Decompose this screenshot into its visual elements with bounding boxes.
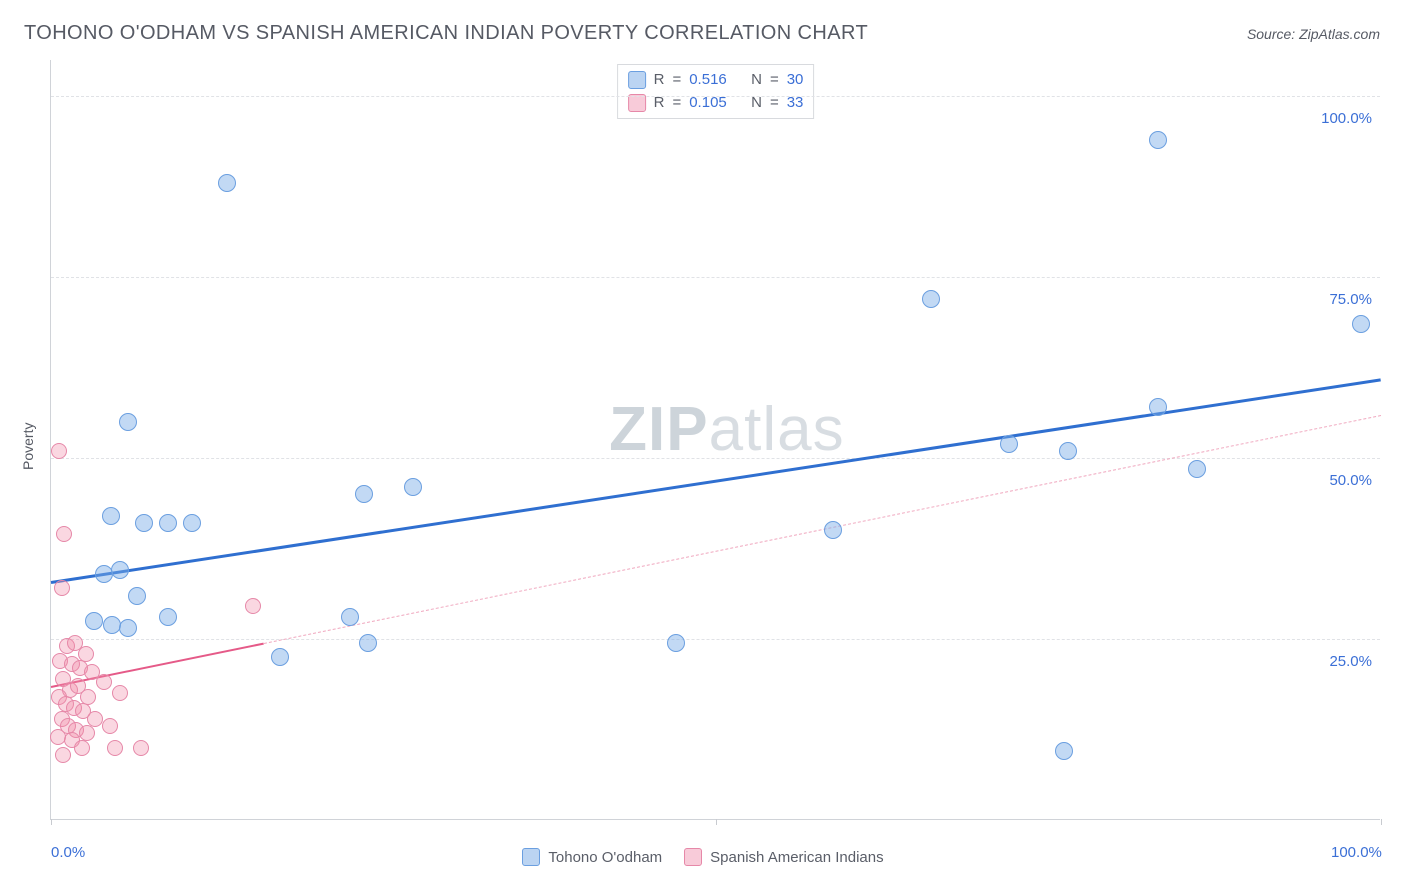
data-point-blue [1055,742,1073,760]
stat-N-label: N [751,69,762,92]
regression-line-pink [264,415,1381,644]
data-point-pink [56,526,72,542]
data-point-blue [824,521,842,539]
data-point-blue [404,478,422,496]
series-legend: Tohono O'odham Spanish American Indians [0,848,1406,866]
data-point-pink [107,740,123,756]
data-point-pink [55,747,71,763]
data-point-blue [1149,398,1167,416]
swatch-pink-icon [684,848,702,866]
data-point-blue [341,608,359,626]
source-label: Source: ZipAtlas.com [1247,26,1380,42]
watermark: ZIPatlas [609,394,844,465]
stats-row-blue: R = 0.516 N = 30 [628,69,804,92]
stat-R-label: R [654,92,665,115]
data-point-blue [922,290,940,308]
stat-eq: = [672,92,681,115]
swatch-blue-icon [522,848,540,866]
data-point-blue [1188,460,1206,478]
stat-R-blue: 0.516 [689,69,727,92]
data-point-blue [103,616,121,634]
watermark-zip: ZIP [609,395,708,464]
data-point-blue [183,514,201,532]
stat-eq: = [672,69,681,92]
stat-N-pink: 33 [787,92,804,115]
data-point-blue [359,634,377,652]
correlation-stats-box: R = 0.516 N = 30 R = 0.105 N = 33 [617,64,815,119]
legend-label-blue: Tohono O'odham [548,849,662,866]
data-point-blue [271,648,289,666]
gridline [51,277,1380,278]
data-point-blue [355,485,373,503]
stat-N-blue: 30 [787,69,804,92]
data-point-pink [96,674,112,690]
data-point-blue [135,514,153,532]
data-point-blue [218,174,236,192]
data-point-blue [119,413,137,431]
stats-row-pink: R = 0.105 N = 33 [628,92,804,115]
y-tick-label: 75.0% [1329,291,1372,308]
swatch-blue-icon [628,71,646,89]
y-tick-label: 25.0% [1329,653,1372,670]
data-point-pink [102,718,118,734]
gridline [51,458,1380,459]
stat-R-label: R [654,69,665,92]
scatter-plot-area: ZIPatlas R = 0.516 N = 30 R = 0.105 N = … [50,60,1380,820]
legend-item-pink: Spanish American Indians [684,848,883,866]
data-point-pink [74,740,90,756]
data-point-blue [1352,315,1370,333]
data-point-blue [667,634,685,652]
y-axis-label: Poverty [20,423,36,470]
y-tick-label: 50.0% [1329,472,1372,489]
data-point-blue [119,619,137,637]
data-point-blue [1149,131,1167,149]
gridline [51,639,1380,640]
legend-item-blue: Tohono O'odham [522,848,662,866]
data-point-blue [159,608,177,626]
data-point-pink [245,598,261,614]
data-point-blue [1059,442,1077,460]
data-point-pink [133,740,149,756]
x-tick [51,819,52,825]
stat-eq: = [770,69,779,92]
data-point-pink [50,729,66,745]
watermark-atlas: atlas [709,395,845,464]
x-tick [716,819,717,825]
regression-line-blue [51,378,1381,584]
gridline [51,96,1380,97]
data-point-blue [102,507,120,525]
data-point-pink [87,711,103,727]
legend-label-pink: Spanish American Indians [710,849,883,866]
data-point-blue [111,561,129,579]
x-tick [1381,819,1382,825]
y-tick-label: 100.0% [1321,110,1372,127]
data-point-blue [1000,435,1018,453]
chart-title: TOHONO O'ODHAM VS SPANISH AMERICAN INDIA… [24,22,868,45]
stat-R-pink: 0.105 [689,92,727,115]
data-point-blue [159,514,177,532]
data-point-pink [112,685,128,701]
data-point-pink [54,580,70,596]
data-point-blue [128,587,146,605]
data-point-blue [85,612,103,630]
data-point-pink [51,443,67,459]
stat-eq: = [770,92,779,115]
stat-N-label: N [751,92,762,115]
